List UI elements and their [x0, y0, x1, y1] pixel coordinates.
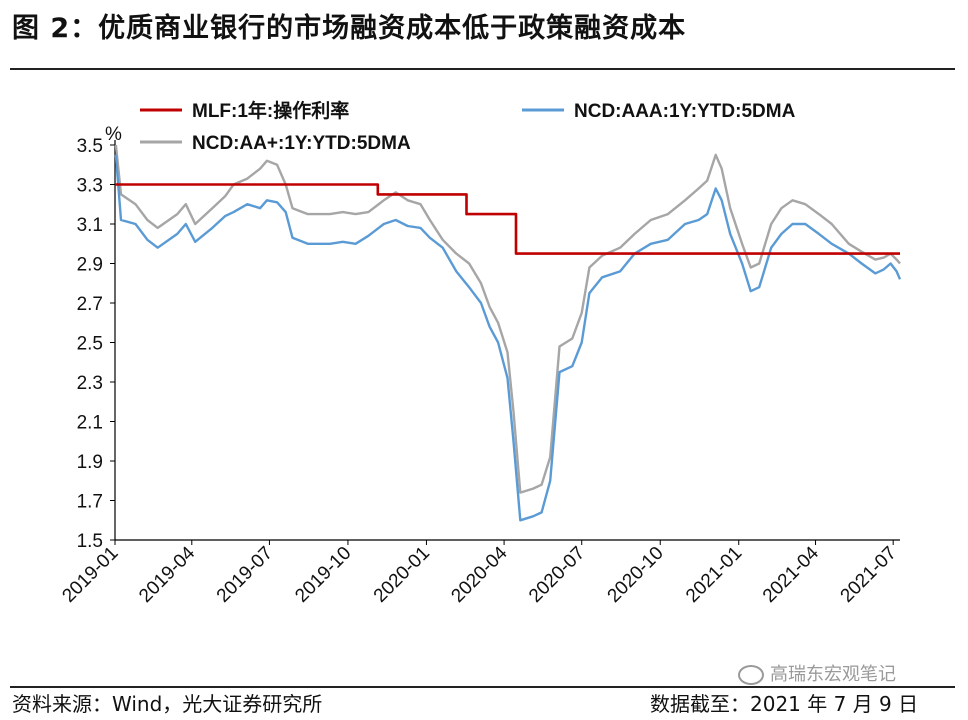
legend-item-mlf-label: MLF:1年:操作利率 [192, 99, 349, 122]
y-tick-label: 2.7 [77, 294, 103, 315]
series-mlf [115, 183, 900, 255]
y-tick-label: 2.1 [77, 413, 103, 434]
series-ncd-aaa [114, 154, 902, 522]
y-tick-label: 1.5 [77, 531, 103, 552]
series-group [114, 144, 902, 522]
x-tick-label: 2021-07 [837, 543, 901, 607]
x-tick-label: 2019-04 [135, 542, 199, 606]
source-note: 资料来源：Wind，光大证券研究所 [12, 692, 323, 716]
page-title: 图 2：优质商业银行的市场融资成本低于政策融资成本 [12, 13, 687, 44]
legend-item-ncd-aaa-label: NCD:AAA:1Y:YTD:5DMA [574, 101, 796, 122]
y-tick-label: 3.5 [77, 136, 103, 157]
footer-divider [10, 686, 955, 688]
watermark: 高瑞东宏观笔记 [738, 660, 896, 686]
y-axis-unit: % [105, 124, 122, 145]
legend-item-ncd-aa-plus-label: NCD:AA+:1Y:YTD:5DMA [192, 133, 411, 154]
x-tick-label: 2020-04 [447, 542, 511, 606]
x-tick-label: 2020-10 [604, 543, 668, 607]
y-tick-label: 1.9 [77, 452, 103, 473]
y-tick-label: 2.3 [77, 373, 103, 394]
x-tick-label: 2019-07 [213, 543, 277, 607]
x-tick-label: 2020-07 [525, 543, 589, 607]
data-as-of: 数据截至：2021 年 7 月 9 日 [650, 692, 919, 716]
x-tick-label: 2020-01 [370, 543, 434, 607]
series-ncd-aa-plus [114, 144, 901, 494]
legend: MLF:1年:操作利率 NCD:AAA:1Y:YTD:5DMA NCD:AA+:1Y… [140, 99, 796, 154]
y-tick-label: 2.5 [77, 334, 103, 355]
x-tick-label: 2021-04 [759, 542, 823, 606]
axes: 3.5 3.3 3.1 2.9 2.7 2.5 2.3 2.1 1.9 1.7 1.5% 2019-0… [58, 124, 900, 607]
x-tick-label: 2019-01 [58, 543, 122, 607]
y-tick-label: 3.3 [77, 176, 103, 197]
wechat-icon [738, 665, 764, 685]
x-tick-label: 2019-10 [291, 543, 355, 607]
y-tick-label: 2.9 [77, 255, 103, 276]
title-divider [10, 68, 955, 70]
y-tick-label: 1.7 [77, 492, 103, 513]
x-tick-label: 2021-01 [682, 543, 746, 607]
y-tick-label: 3.1 [77, 215, 103, 236]
chart: 3.5 3.3 3.1 2.9 2.7 2.5 2.3 2.1 1.9 1.7 1.5% 2019-0… [58, 99, 902, 607]
watermark-text: 高瑞东宏观笔记 [770, 664, 896, 685]
